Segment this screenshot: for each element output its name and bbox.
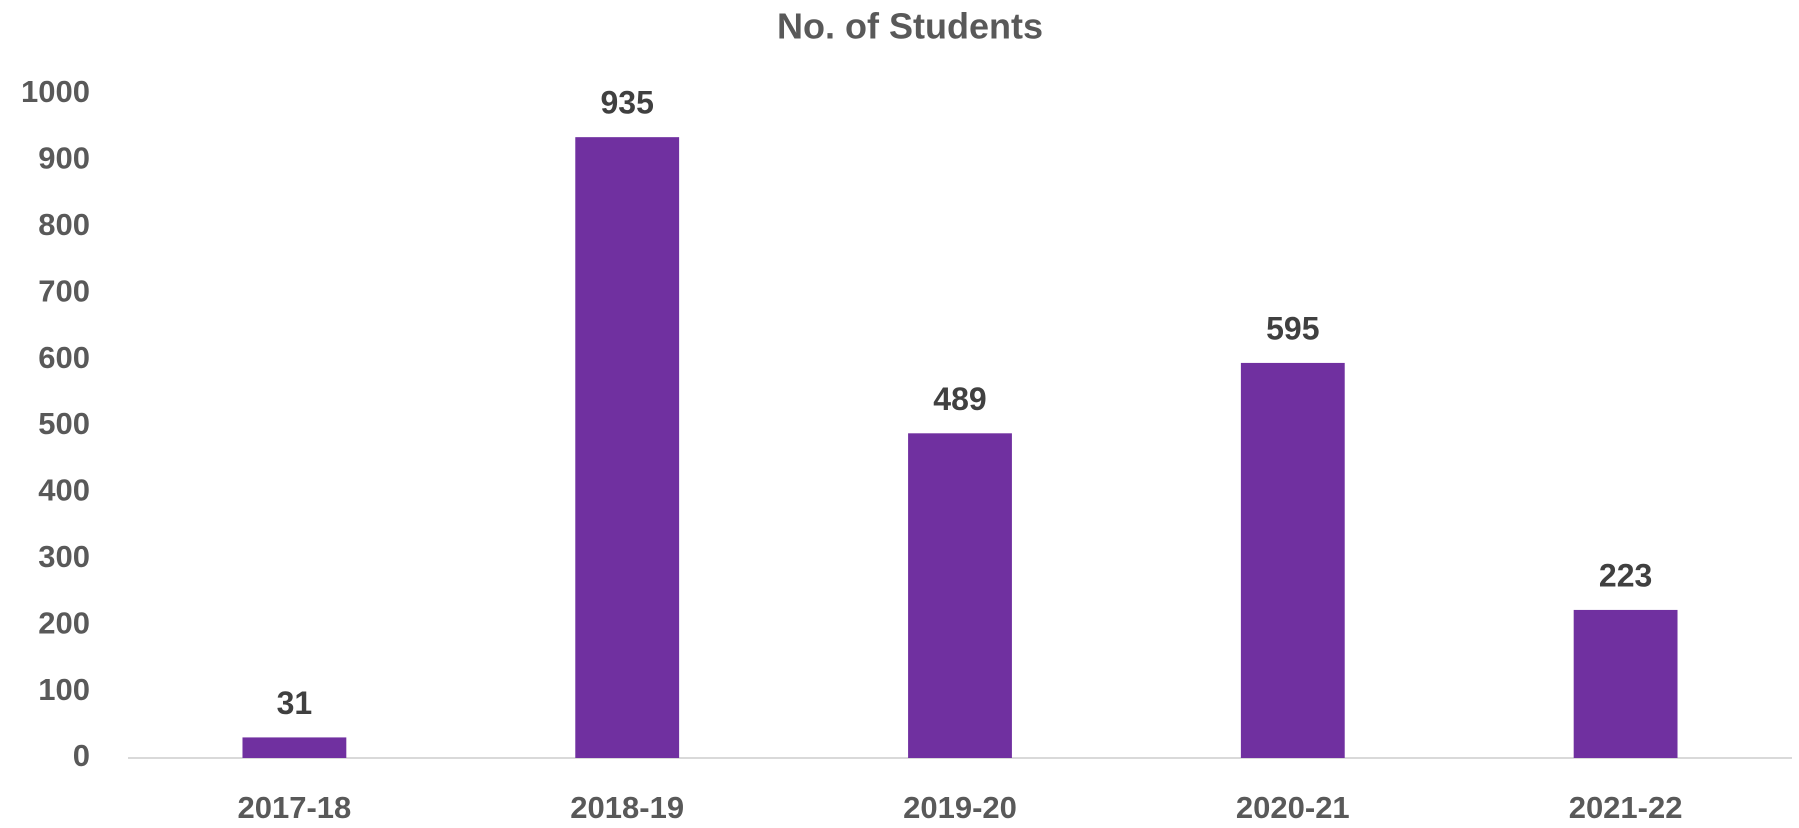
y-tick-label: 100: [38, 672, 90, 707]
bar: [1240, 362, 1345, 758]
y-tick-label: 0: [73, 738, 90, 773]
bar: [242, 737, 347, 758]
y-tick-label: 400: [38, 473, 90, 508]
data-label: 935: [601, 85, 654, 121]
y-tick-label: 200: [38, 605, 90, 640]
x-tick-label: 2017-18: [238, 790, 352, 825]
bar: [908, 433, 1012, 758]
y-tick-label: 800: [38, 207, 90, 242]
bar: [1573, 609, 1678, 758]
data-label: 489: [933, 381, 986, 417]
y-tick-label: 900: [38, 141, 90, 176]
x-tick-label: 2021-22: [1569, 790, 1683, 825]
bar: [575, 137, 680, 758]
x-tick-label: 2020-21: [1236, 790, 1350, 825]
y-tick-label: 600: [38, 340, 90, 375]
data-label: 223: [1599, 557, 1652, 593]
data-label: 595: [1266, 310, 1319, 346]
x-tick-label: 2019-20: [903, 790, 1017, 825]
chart-title: No. of Students: [777, 6, 1043, 47]
data-label: 31: [277, 685, 313, 721]
y-tick-label: 700: [38, 273, 90, 308]
x-tick-label: 2018-19: [570, 790, 684, 825]
y-tick-label: 1000: [21, 74, 90, 109]
y-tick-label: 300: [38, 539, 90, 574]
y-tick-label: 500: [38, 406, 90, 441]
